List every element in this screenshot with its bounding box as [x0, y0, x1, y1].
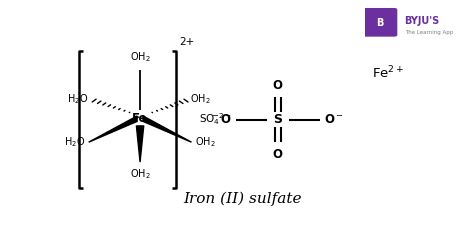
Text: H$_2$O: H$_2$O [64, 135, 85, 149]
Polygon shape [137, 126, 144, 162]
Text: Iron (II) sulfate: Iron (II) sulfate [184, 191, 302, 206]
FancyBboxPatch shape [362, 8, 397, 37]
Text: H$_2$O: H$_2$O [67, 92, 89, 106]
Text: O: O [273, 148, 283, 161]
Text: O$^-$: O$^-$ [324, 113, 344, 126]
Text: S: S [273, 113, 283, 126]
Text: $^-$O: $^-$O [210, 113, 232, 126]
Text: 2+: 2+ [179, 37, 194, 47]
Text: Fe$^{2+}$: Fe$^{2+}$ [372, 65, 404, 82]
Polygon shape [143, 116, 191, 142]
Text: SO$_4$$^{2-}$: SO$_4$$^{2-}$ [199, 112, 232, 127]
Text: Fe: Fe [132, 112, 148, 125]
Text: BYJU'S: BYJU'S [405, 16, 440, 26]
Text: OH$_2$: OH$_2$ [130, 51, 150, 64]
Text: OH$_2$: OH$_2$ [191, 92, 211, 106]
Text: B: B [376, 18, 383, 27]
Text: OH$_2$: OH$_2$ [130, 168, 150, 181]
Text: O: O [273, 78, 283, 91]
Text: OH$_2$: OH$_2$ [195, 135, 216, 149]
Polygon shape [89, 116, 137, 142]
Text: The Learning App: The Learning App [405, 30, 453, 35]
